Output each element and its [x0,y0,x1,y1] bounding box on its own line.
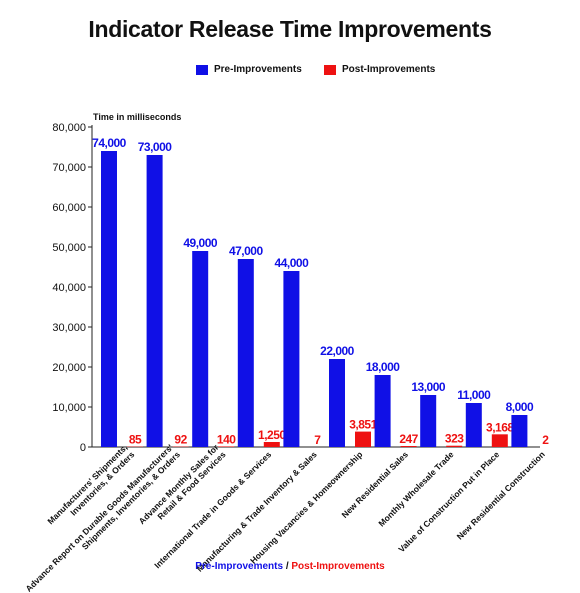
y-tick-label: 0 [80,442,86,454]
data-label-post: 7 [314,433,321,447]
footer-separator: / [283,561,292,572]
footer-caption: Pre-Improvements / Post-Improvements [0,561,580,572]
legend-swatch-pre [196,64,208,75]
data-label-post: 140 [217,432,236,446]
data-label-post: 2 [542,433,549,447]
bar-pre [237,259,254,447]
legend-item-post: Post-Improvements [324,64,435,75]
legend-item-pre: Pre-Improvements [196,64,302,75]
data-label-post: 247 [399,432,418,446]
y-axis-label: Time in milliseconds [93,112,182,122]
bar-post [218,446,235,447]
y-tick-label: 50,000 [52,242,86,254]
data-label-pre: 22,000 [320,344,355,358]
bar-post [355,431,371,447]
bar-pre [283,271,300,447]
y-tick-label: 20,000 [52,362,86,374]
legend-label-pre: Pre-Improvements [214,64,302,75]
x-tick-label: New Residential Construction [455,449,547,541]
data-label-pre: 74,000 [92,136,127,150]
data-label-post: 92 [174,433,187,447]
data-label-post: 3,851 [349,418,377,432]
data-label-pre: 13,000 [411,380,446,394]
x-tick-label-line: Monthly Wholesale Trade [376,449,455,528]
x-tick-label-line: Value of Construction Put in Place [396,449,501,554]
bar-pre [420,395,437,447]
bar-pre [146,155,163,447]
y-tick-label: 80,000 [52,122,86,134]
y-tick-label: 60,000 [52,202,86,214]
bar-post [446,445,463,447]
chart-title: Indicator Release Time Improvements [88,16,492,42]
data-label-post: 323 [445,432,464,446]
y-tick-label: 30,000 [52,322,86,334]
x-tick-label: Value of Construction Put in Place [396,449,501,554]
y-tick-label: 40,000 [52,282,86,294]
data-label-pre: 73,000 [138,140,173,154]
data-label-pre: 44,000 [275,256,310,270]
bar-pre [101,151,117,447]
bar-post [263,442,280,447]
legend-swatch-post [324,64,336,75]
bar-pre [329,359,345,447]
x-tick-label: Monthly Wholesale Trade [376,449,455,528]
y-tick-label: 10,000 [52,402,86,414]
data-label-pre: 8,000 [506,400,534,414]
bar-post [400,446,417,447]
data-label-pre: 18,000 [366,360,401,374]
footer-pre: Pre-Improvements [195,561,284,572]
data-label-pre: 11,000 [457,388,491,402]
x-tick-label-line: New Residential Construction [455,449,547,541]
bar-post [491,434,508,447]
bar-pre [192,251,209,447]
data-label-post: 85 [129,433,142,447]
y-tick-label: 70,000 [52,162,86,174]
data-label-pre: 49,000 [183,236,218,250]
legend-label-post: Post-Improvements [342,64,436,75]
data-label-pre: 47,000 [229,244,264,258]
bar-pre [465,403,482,447]
bar-pre [511,415,528,447]
data-label-post: 3,168 [486,420,514,434]
footer-post: Post-Improvements [291,561,385,572]
data-label-post: 1,250 [258,428,286,442]
bar-pre [374,375,391,447]
